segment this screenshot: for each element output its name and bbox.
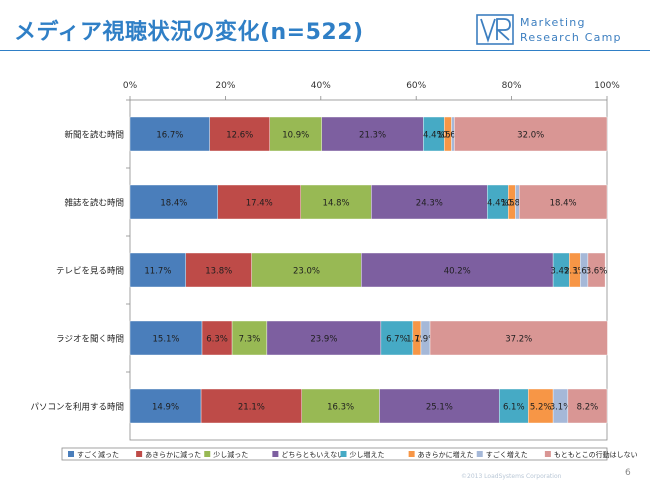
bar-segment [200,388,302,424]
data-label: 1.5% [437,131,459,141]
bar-segment [587,252,606,288]
bar-segment [129,320,203,356]
data-label: 5.2% [530,403,552,413]
data-label: 6.1% [503,403,525,413]
x-tick-label: 100% [594,81,620,91]
legend-swatch [272,451,279,457]
legend-swatch [68,451,74,457]
data-label: 17.4% [246,199,273,209]
x-tick-label: 20% [215,81,235,91]
data-label: 16.7% [156,131,183,141]
bar-segment [251,252,362,288]
bar-segment [300,184,372,220]
category-label: 新聞を読む時間 [64,130,124,141]
page-number: 6 [625,468,631,478]
x-tick-label: 60% [406,81,426,91]
legend-swatch [136,451,143,457]
x-tick-label: 80% [502,81,522,91]
data-label: 16.3% [327,403,354,413]
bar-segment [201,320,233,356]
data-label: 32.0% [517,131,544,141]
data-label: 7.3% [239,335,261,345]
x-tick-label: 0% [123,81,138,91]
bar-segment [129,252,187,288]
bar-segment [129,388,202,424]
x-tick-label: 40% [311,81,331,91]
bar-segment [209,116,270,152]
legend-label: すごく減った [77,450,119,459]
legend-label: すごく増えた [486,450,528,459]
category-label: パソコンを利用する時間 [30,402,124,413]
data-label: 1.9% [415,335,437,345]
data-label: 1.6% [573,267,595,277]
data-label: 23.9% [310,335,337,345]
data-label: 1.7% [406,335,428,345]
bar-segment [454,116,608,152]
bar-segment [129,184,218,220]
data-label: 4.4% [487,199,509,209]
legend-label: あきらかに減った [145,450,201,459]
copyright-text: ©2013 LoadSystems Corporation [461,473,562,480]
legend-swatch [476,451,483,457]
data-label: 12.6% [226,131,253,141]
data-label: 18.4% [550,199,577,209]
title-divider [0,50,650,51]
legend-swatch [204,451,211,457]
data-label: 15.1% [153,335,180,345]
data-label: 2.3% [564,267,586,277]
bar-segment [301,388,380,424]
legend-label: あきらかに増えた [418,450,474,459]
category-label: 雑誌を読む時間 [64,198,124,209]
data-label: 11.7% [144,267,171,277]
data-label: 3.1% [550,403,572,413]
bar-segment [380,320,414,356]
page-title: メディア視聴状況の変化(n=522) [14,20,364,45]
bar-segment [185,252,252,288]
legend-label: 少し増えた [350,450,385,459]
bar-segment [321,116,424,152]
category-label: ラジオを聞く時間 [56,335,124,345]
data-label: 25.1% [426,403,453,413]
data-label: 21.3% [359,131,386,141]
legend-label: もともとこの行動はしない [554,450,638,459]
bar-segment [498,388,529,424]
legend-label: 少し減った [213,450,248,459]
data-label: 0.6% [442,131,464,141]
data-label: 10.9% [282,131,309,141]
legend-swatch [544,451,551,457]
data-label: 6.3% [206,335,228,345]
data-label: 18.4% [160,199,187,209]
data-label: 13.8% [205,267,232,277]
data-label: 1.5% [501,199,523,209]
legend-label: どちらともいえない [281,451,344,459]
company-logo: Marketing Research Camp [476,14,646,48]
data-label: 3.6% [586,267,608,277]
data-label: 14.8% [323,199,350,209]
data-label: 24.3% [416,199,443,209]
legend-swatch [340,451,347,457]
data-label: 37.2% [505,335,532,345]
logo-line-2: Research Camp [520,31,622,44]
bar-segment [429,320,608,356]
legend-box [61,447,608,461]
bar-segment [379,388,500,424]
data-label: 40.2% [444,267,471,277]
data-label: 4.4% [423,131,445,141]
data-label: 14.9% [152,403,179,413]
data-label: 6.7% [386,335,408,345]
bar-segment [371,184,488,220]
bar-segment [519,184,608,220]
data-label: 21.1% [238,403,265,413]
data-label: 23.0% [293,267,320,277]
vr-logo-icon [476,14,514,45]
category-label: テレビを見る時間 [56,267,124,277]
data-label: 0.8% [507,199,529,209]
logo-line-1: Marketing [520,16,586,29]
bar-segment [567,388,608,424]
data-label: 8.2% [577,403,599,413]
legend-swatch [408,451,415,457]
data-label: 3.4% [550,267,572,277]
